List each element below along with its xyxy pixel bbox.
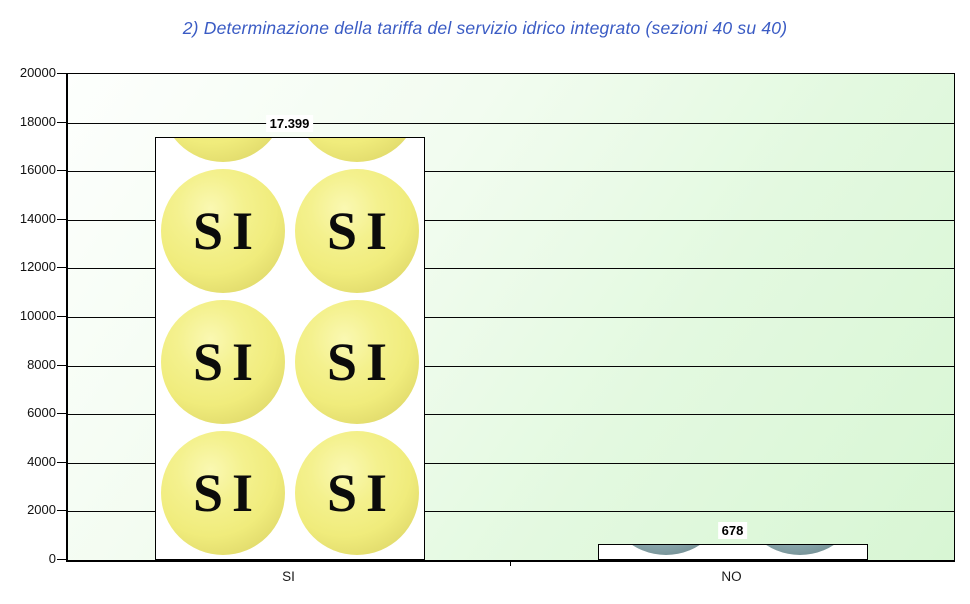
si-button-icon: SI	[161, 169, 285, 293]
value-label-si: 17.399	[265, 115, 314, 132]
y-axis-label: 16000	[19, 162, 56, 178]
si-button-icon: SI	[295, 138, 419, 162]
y-axis-tick	[57, 267, 66, 269]
x-axis-tick	[510, 561, 511, 566]
si-button-icon: SI	[161, 138, 285, 162]
si-button-icon: SI	[295, 300, 419, 424]
si-button-icon: SI	[161, 431, 285, 555]
gridline	[68, 414, 954, 416]
x-axis-label-no: NO	[721, 569, 742, 584]
gridline	[68, 365, 954, 367]
y-axis-label: 12000	[19, 259, 56, 275]
chart-title: 2) Determinazione della tariffa del serv…	[182, 18, 788, 38]
y-axis-label: 20000	[19, 65, 56, 80]
y-axis-label: 0	[48, 551, 56, 566]
y-axis-tick	[57, 510, 66, 512]
y-axis-tick	[57, 316, 66, 317]
y-axis-label: 4000	[27, 453, 56, 469]
gridline	[68, 317, 954, 318]
y-axis-tick	[57, 364, 66, 366]
si-button-icon: SI	[161, 300, 285, 424]
y-axis-label: 10000	[19, 308, 56, 323]
y-axis-tick	[57, 121, 66, 123]
value-label-no: 678	[717, 522, 748, 539]
bar-si: SISISISISISISISI	[155, 137, 425, 560]
y-axis-label: 8000	[27, 356, 56, 372]
y-axis-label: 14000	[19, 210, 56, 226]
no-button-icon	[738, 545, 862, 555]
no-button-icon	[604, 545, 728, 555]
si-button-icon: SI	[295, 169, 419, 293]
si-button-icon: SI	[295, 431, 419, 555]
y-axis-tick	[57, 461, 66, 463]
gridline	[68, 462, 954, 464]
y-axis-tick	[57, 559, 66, 560]
y-axis-tick	[57, 218, 66, 220]
y-axis-label: 6000	[27, 405, 56, 421]
gridline	[68, 122, 954, 124]
y-axis-tick	[57, 170, 66, 172]
y-axis-label: 2000	[27, 502, 56, 518]
y-axis-tick	[57, 73, 66, 74]
gridline	[68, 511, 954, 513]
gridline	[68, 171, 954, 173]
y-axis-tick	[57, 413, 66, 415]
gridline	[68, 268, 954, 270]
gridline	[68, 219, 954, 221]
y-axis-label: 18000	[19, 113, 56, 129]
x-axis-label-si: SI	[282, 569, 295, 584]
bar-no	[598, 544, 868, 560]
